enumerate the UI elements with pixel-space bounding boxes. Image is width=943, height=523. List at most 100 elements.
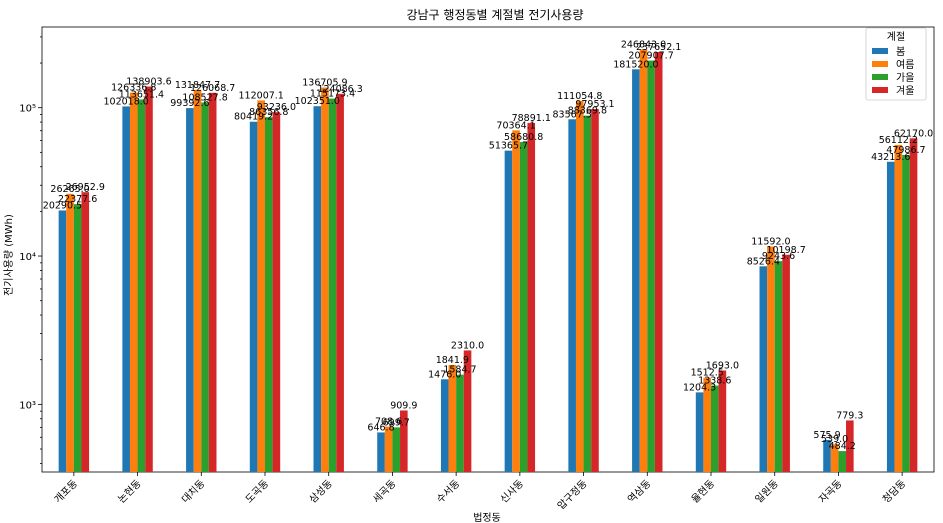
x-tick-label: 개포동	[52, 478, 80, 506]
x-tick-label: 신사동	[498, 478, 526, 506]
data-label: 1512.5	[691, 368, 724, 379]
bar	[632, 69, 640, 472]
data-label: 93236.0	[257, 102, 296, 113]
bar	[400, 410, 408, 472]
bar	[73, 204, 82, 472]
data-label: 62170.0	[894, 128, 933, 139]
bar	[639, 49, 648, 473]
x-tick-label: 역삼동	[625, 478, 653, 506]
data-label: 70364.1	[496, 120, 535, 131]
data-label: 181520.0	[613, 59, 658, 70]
legend-swatch	[872, 48, 888, 54]
data-label: 102018.0	[103, 96, 148, 107]
bar	[257, 100, 265, 472]
bar	[265, 117, 273, 472]
data-label: 80419.2	[234, 112, 273, 123]
data-label: 47986.7	[886, 145, 925, 156]
data-label: 646.8	[367, 422, 394, 433]
bar	[249, 121, 258, 472]
legend-swatch	[872, 87, 888, 93]
bar	[823, 439, 831, 472]
data-label: 78891.1	[512, 113, 551, 124]
data-label: 138903.6	[126, 77, 171, 88]
bar	[66, 193, 74, 473]
legend-label: 겨울	[896, 85, 914, 97]
bar	[759, 266, 768, 472]
data-label: 26265.0	[50, 184, 89, 195]
bar	[647, 60, 655, 473]
data-label: 207907.7	[628, 51, 673, 62]
x-tick-label: 일원동	[753, 478, 781, 506]
legend-swatch	[872, 61, 888, 67]
data-label: 1338.6	[698, 376, 731, 387]
data-label: 1204.3	[683, 382, 716, 393]
data-label: 26952.9	[66, 182, 105, 193]
bar	[519, 142, 528, 472]
x-tick-label: 압구정동	[554, 477, 589, 512]
bar	[718, 370, 727, 472]
x-tick-label: 도곡동	[243, 478, 271, 506]
bar	[336, 93, 344, 472]
legend-label: 봄	[896, 46, 905, 58]
bar	[591, 109, 599, 472]
data-label: 83567.5	[553, 109, 592, 120]
data-label: 575.9	[813, 430, 840, 441]
bars	[58, 49, 918, 473]
bar	[830, 444, 839, 472]
bar	[193, 89, 202, 472]
data-label: 131847.7	[175, 80, 220, 91]
data-label: 97953.1	[575, 99, 614, 110]
data-label: 56112.2	[879, 135, 918, 146]
legend-box	[865, 27, 927, 101]
data-label: 9243.6	[762, 251, 795, 262]
bar	[703, 377, 711, 472]
data-label: 2310.0	[451, 340, 484, 351]
data-label: 11592.0	[751, 237, 790, 248]
data-label: 1476.0	[428, 369, 461, 380]
data-label: 10198.7	[766, 245, 805, 256]
data-label: 113651.4	[119, 89, 164, 100]
bar	[902, 155, 910, 472]
data-label: 1841.9	[436, 355, 469, 366]
x-tick-label: 논현동	[116, 478, 144, 506]
bar	[392, 427, 401, 472]
bar	[440, 379, 449, 472]
bar	[782, 254, 790, 472]
bar	[695, 392, 704, 472]
bar	[377, 432, 385, 472]
data-label: 126068.7	[190, 83, 235, 94]
data-label: 136705.9	[302, 78, 347, 89]
bar	[384, 426, 393, 472]
y-axis-title: 전기사용량 (MWh)	[3, 214, 15, 296]
bar	[448, 365, 457, 472]
data-label: 88369.8	[568, 106, 607, 117]
data-label: 8526.4	[747, 256, 780, 267]
bar	[504, 150, 513, 472]
data-label: 126336.8	[111, 83, 156, 94]
x-tick-label: 수서동	[434, 478, 462, 506]
data-label: 58680.8	[504, 132, 543, 143]
chart-title: 강남구 행정동별 계절별 전기사용량	[406, 7, 583, 22]
bar	[122, 106, 130, 472]
data-label: 124086.3	[317, 84, 362, 95]
data-label: 699.7	[383, 417, 410, 428]
data-label: 237652.1	[636, 42, 681, 53]
legend-label: 가을	[896, 72, 914, 84]
data-label: 43213.6	[871, 152, 910, 163]
bar	[201, 102, 209, 472]
x-axis-title: 법정동	[473, 512, 501, 523]
legend-swatch	[872, 74, 888, 80]
bar	[463, 350, 472, 472]
y-tick-label: 10⁵	[19, 104, 36, 115]
x-tick-label: 삼성동	[307, 478, 335, 506]
bar	[767, 246, 775, 472]
x-axis: 개포동 논현동 대치동 도곡동 삼성동 세곡동 수서동 신사동 압구정동 역삼동 율현동 일원동 자곡동…	[52, 472, 908, 512]
x-tick-label: 율현동	[689, 478, 717, 506]
y-axis: 10³ 10⁴ 10⁵	[19, 36, 42, 464]
bar	[321, 87, 329, 473]
bar	[58, 210, 67, 472]
bar	[886, 161, 895, 473]
data-label: 909.9	[390, 400, 417, 411]
